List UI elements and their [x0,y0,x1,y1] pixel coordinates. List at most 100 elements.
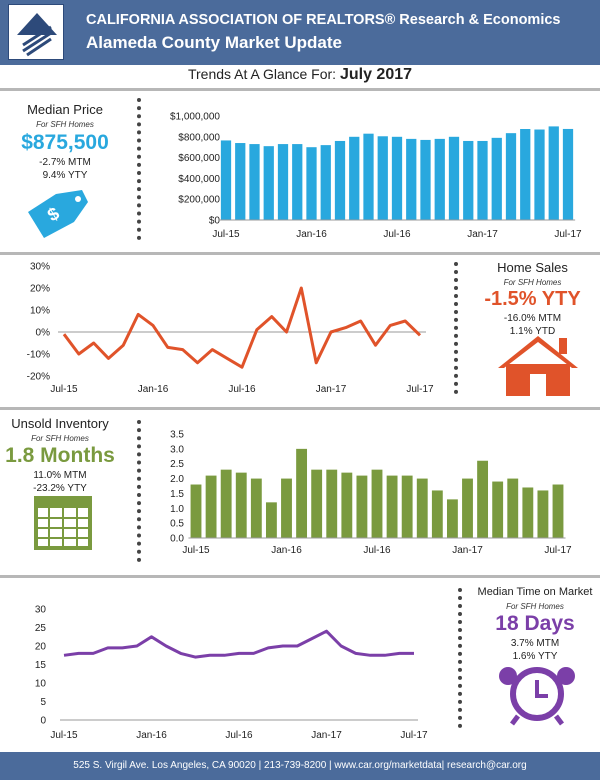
time-on-market-y-tick: 25 [35,623,47,634]
median-price-bar [263,146,274,220]
median-price-bar [477,140,488,220]
median-price-y-tick: $0 [209,216,221,227]
unsold-inventory-bar [220,469,232,538]
home-sales-x-tick: Jul-17 [406,384,434,395]
unsold-inventory-y-tick: 0.0 [170,534,184,545]
unsold-inventory-bar [326,469,338,538]
time-on-market-y-tick: 30 [35,605,47,616]
unsold-inventory-bar [250,478,262,538]
dotted-separator [137,420,141,562]
unsold-inventory-y-tick: 0.5 [170,519,184,530]
inventory-sub: For SFH Homes [31,434,89,443]
unsold-inventory-bar [537,490,549,538]
unsold-inventory-bar [446,499,458,538]
unsold-inventory-bar [552,484,564,538]
header-bar: CALIFORNIA ASSOCIATION OF REALTORS® Rese… [0,0,600,65]
trends-prefix: Trends At A Glance For: [187,66,337,82]
unsold-inventory-bar [507,478,519,538]
median-price-x-tick: Jan-16 [296,229,327,240]
unsold-inventory-bar [265,502,277,538]
median-price-x-tick: Jan-17 [467,229,498,240]
median-price-bar [235,143,246,220]
median-price-bar [306,147,317,220]
unsold-inventory-x-tick: Jan-17 [452,545,483,556]
dotted-separator [137,98,141,240]
median-price-y-tick: $1,000,000 [170,112,220,123]
median-price-y-tick: $200,000 [178,195,220,206]
time-on-market-x-tick: Jul-17 [400,730,428,741]
median-price-bar [406,138,417,220]
home-sales-y-tick: 20% [30,284,50,295]
median-price-bar [562,128,574,220]
median-price-bar [434,138,445,220]
median-price-bar [377,136,388,220]
unsold-inventory-bar [401,475,413,538]
house-logo-icon [17,13,57,57]
unsold-inventory-y-tick: 1.0 [170,504,184,515]
unsold-inventory-bar [235,472,247,538]
sales-ytd: 1.1% YTD [509,326,556,337]
home-sales-series-line [62,286,422,369]
unsold-inventory-bar [281,478,292,538]
price-yty: 9.4% YTY [42,170,88,181]
time-value: 18 Days [495,612,575,635]
median-price-bar [320,145,331,220]
car-logo [8,4,64,60]
org-title: CALIFORNIA ASSOCIATION OF REALTORS® Rese… [86,12,561,28]
unsold-inventory-y-tick: 1.5 [170,489,184,500]
unsold-inventory-x-tick: Jul-17 [544,545,572,556]
median-price-bar [520,129,531,220]
median-price-bar [349,136,360,220]
time-on-market-y-tick: 20 [35,642,47,653]
trends-line: Trends At A Glance For: July 2017 [0,66,600,84]
price-label: Median Price [27,102,103,117]
median-price-y-tick: $800,000 [178,132,220,143]
unsold-inventory-bar [356,475,368,538]
home-sales-y-tick: 10% [30,306,50,317]
home-sales-x-tick: Jan-16 [138,384,169,395]
unsold-inventory-y-tick: 3.0 [170,444,184,455]
unsold-inventory-x-tick: Jul-15 [182,545,210,556]
trends-month: July 2017 [339,66,413,83]
time-on-market-x-tick: Jan-16 [136,730,167,741]
price-sub: For SFH Homes [36,120,94,129]
sales-sub: For SFH Homes [503,278,562,287]
median-price-bar [548,126,559,220]
unsold-inventory-bar [492,481,504,538]
median-price-x-tick: Jul-17 [554,229,582,240]
unsold-inventory-x-tick: Jan-16 [271,545,302,556]
median-price-bar [391,136,403,220]
median-price-x-tick: Jul-15 [212,229,240,240]
unsold-inventory-bar [190,484,202,538]
time-on-market-y-tick: 15 [35,660,47,671]
home-sales-y-tick: -10% [27,350,50,361]
divider [0,407,600,410]
price-mtm: -2.7% MTM [39,157,91,168]
median-price-y-tick: $400,000 [178,174,220,185]
divider [0,252,600,255]
time-on-market-x-tick: Jul-16 [225,730,253,741]
time-mtm: 3.7% MTM [510,638,560,649]
unsold-inventory-bar [205,475,217,538]
home-sales-x-tick: Jul-16 [228,384,256,395]
time-on-market-y-tick: 0 [40,716,46,727]
unsold-inventory-bar [416,478,428,538]
median-price-y-tick: $600,000 [178,153,220,164]
unsold-inventory-bar [311,469,323,538]
unsold-inventory-bar [462,478,473,538]
median-price-bar [448,136,460,220]
sales-value: -1.5% YTY [484,288,581,310]
divider [0,575,600,578]
median-price-bar [249,144,260,220]
time-on-market-x-tick: Jan-17 [311,730,342,741]
median-price-bar [491,137,502,220]
home-sales-x-tick: Jan-17 [316,384,347,395]
time-on-market-y-tick: 5 [40,697,46,708]
median-price-bar [363,133,374,220]
median-price-bar [220,140,232,220]
inventory-value: 1.8 Months [5,444,115,467]
median-price-bar [420,139,431,220]
median-price-x-tick: Jul-16 [383,229,411,240]
unsold-inventory-y-tick: 2.5 [170,459,184,470]
